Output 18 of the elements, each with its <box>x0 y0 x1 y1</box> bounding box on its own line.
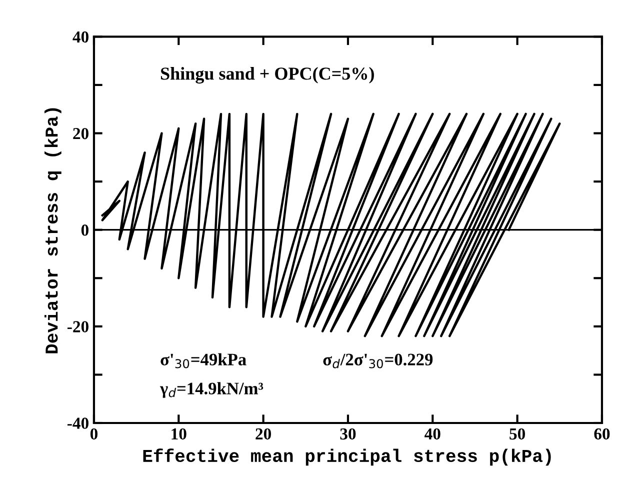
x-tick-label: 0 <box>90 428 98 440</box>
y-axis-title: Deviator stress q (kPa) <box>44 108 62 354</box>
x-tick-label: 50 <box>510 428 526 440</box>
x-tick-label: 20 <box>256 428 272 440</box>
annotation: σ'$_{30}$=49kPa <box>160 353 246 368</box>
y-tick-label: 0 <box>81 224 88 236</box>
x-tick-label: 10 <box>172 428 186 440</box>
y-tick-label: -40 <box>68 418 88 429</box>
y-tick-label: 40 <box>72 31 88 43</box>
x-tick-label: 40 <box>424 428 440 440</box>
annotation: Shingu sand + OPC(C=5%) <box>160 67 374 84</box>
annotation: σ$_{d}$/2σ'$_{30}$=0.229 <box>323 354 433 368</box>
x-axis-title: Effective mean principal stress p(kPa) <box>143 448 551 466</box>
x-tick-label: 30 <box>340 428 356 440</box>
y-tick-label: -20 <box>68 321 88 332</box>
y-tick-label: 20 <box>73 128 88 140</box>
annotation: γ$_{d}$=14.9kN/m³ <box>160 382 264 398</box>
x-tick-label: 60 <box>594 428 610 440</box>
